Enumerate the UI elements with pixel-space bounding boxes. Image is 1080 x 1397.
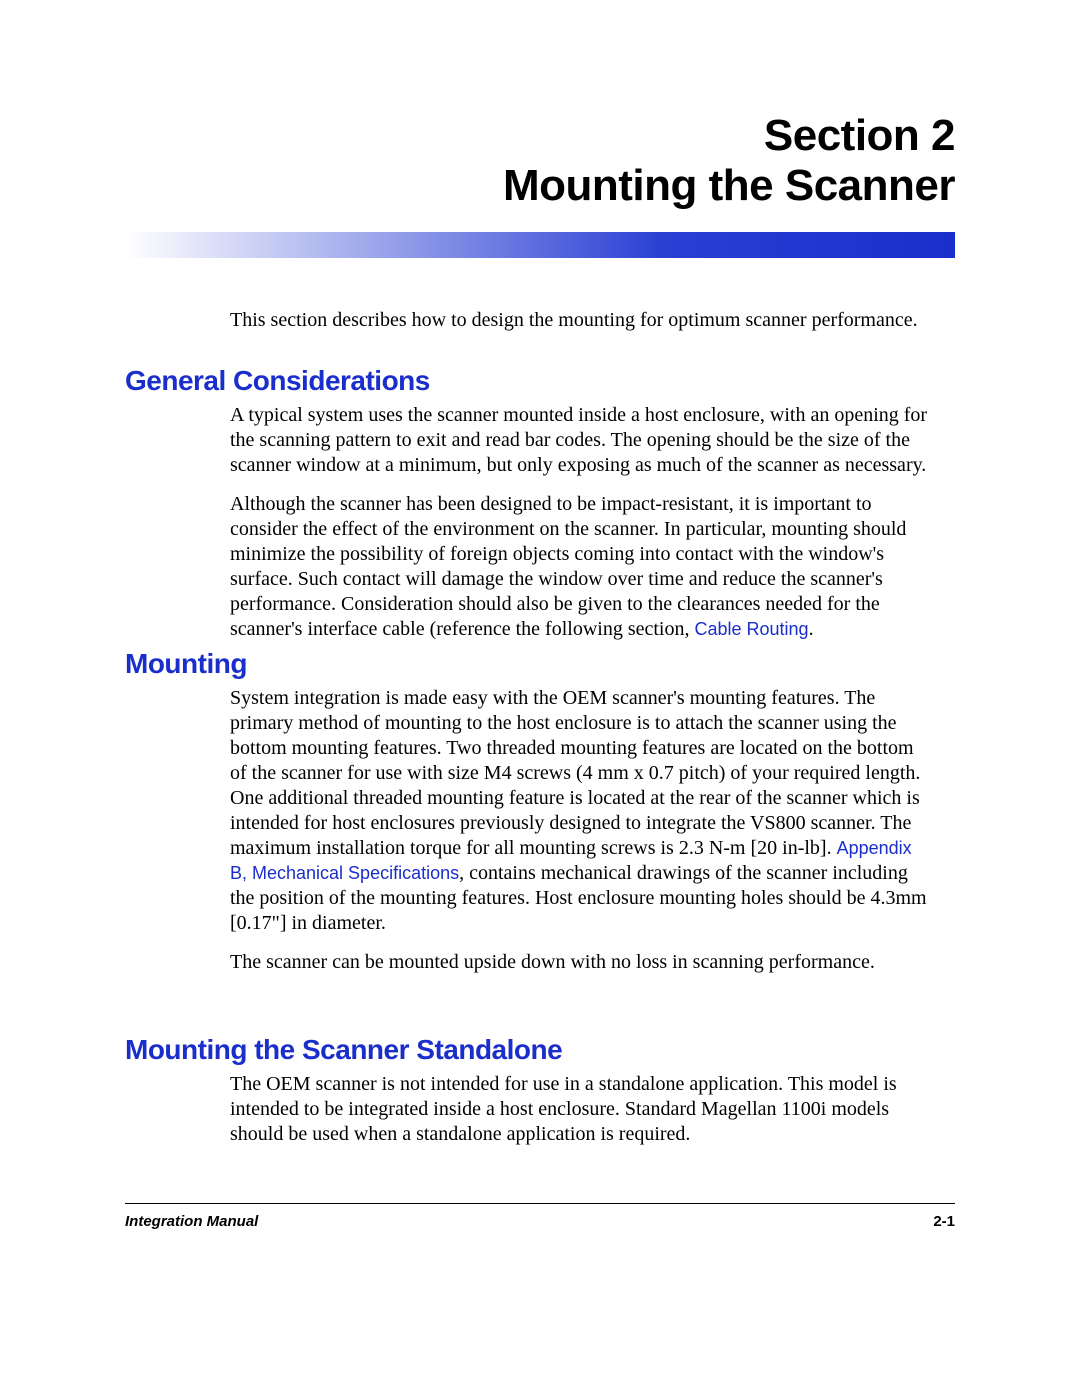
body-general-considerations: A typical system uses the scanner mounte… — [230, 403, 930, 656]
footer-rule — [125, 1203, 955, 1204]
footer-doc-title: Integration Manual — [125, 1213, 258, 1230]
section-title: Mounting the Scanner — [503, 162, 955, 210]
text-run: . — [809, 618, 814, 640]
text-run: Although the scanner has been designed t… — [230, 493, 906, 640]
paragraph: The scanner can be mounted upside down w… — [230, 950, 930, 975]
footer-page-number: 2-1 — [933, 1213, 955, 1230]
link-cable-routing[interactable]: Cable Routing — [694, 619, 808, 639]
paragraph: Although the scanner has been designed t… — [230, 492, 930, 642]
body-mounting: System integration is made easy with the… — [230, 686, 930, 989]
page: Section 2 Mounting the Scanner This sect… — [0, 0, 1080, 1397]
heading-mounting: Mounting — [125, 648, 247, 680]
paragraph: The OEM scanner is not intended for use … — [230, 1072, 930, 1147]
title-block: Section 2 Mounting the Scanner — [503, 112, 955, 211]
body-standalone: The OEM scanner is not intended for use … — [230, 1072, 930, 1161]
intro-paragraph: This section describes how to design the… — [230, 308, 930, 333]
heading-standalone: Mounting the Scanner Standalone — [125, 1034, 562, 1066]
heading-general-considerations: General Considerations — [125, 365, 430, 397]
footer: Integration Manual 2-1 — [125, 1213, 955, 1230]
text-run: System integration is made easy with the… — [230, 687, 920, 859]
paragraph: A typical system uses the scanner mounte… — [230, 403, 930, 478]
section-number: Section 2 — [503, 112, 955, 160]
paragraph: System integration is made easy with the… — [230, 686, 930, 936]
gradient-bar — [125, 232, 955, 258]
